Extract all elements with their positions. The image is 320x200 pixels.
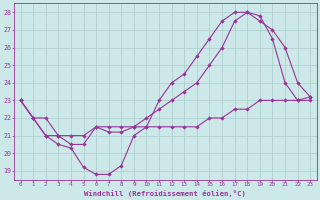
- X-axis label: Windchill (Refroidissement éolien,°C): Windchill (Refroidissement éolien,°C): [84, 190, 246, 197]
